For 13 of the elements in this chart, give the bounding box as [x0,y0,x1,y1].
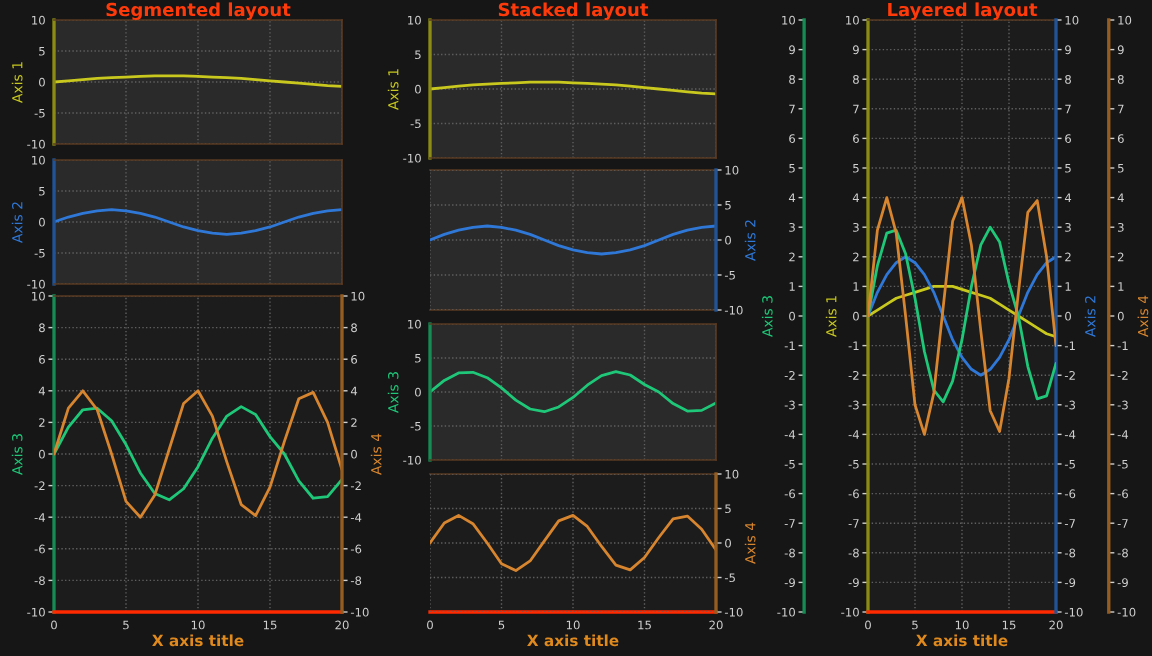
chart-title: Layered layout [888,2,1038,20]
line-series [54,389,342,519]
line-series [430,514,716,572]
line-series [54,208,342,236]
line-series [430,370,716,414]
chart-title: Segmented layout [106,2,291,20]
line-series [868,225,1056,404]
line-series [868,285,1056,339]
chart-title: Stacked layout [498,2,649,20]
line-series [868,196,1056,436]
line-series [54,405,342,502]
line-series [868,255,1056,377]
line-series [430,224,716,256]
